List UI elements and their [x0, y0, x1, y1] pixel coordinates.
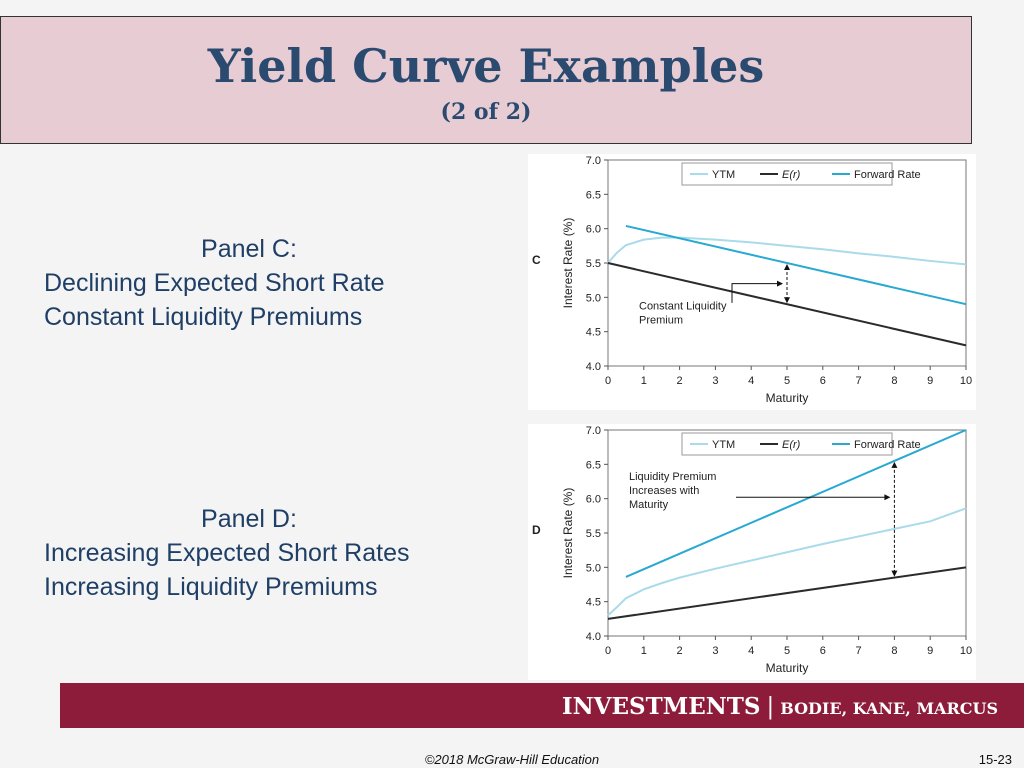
- footer-text: INVESTMENTS | BODIE, KANE, MARCUS: [562, 693, 998, 720]
- legend-label: YTM: [712, 439, 735, 451]
- x-tick-label: 8: [891, 645, 897, 657]
- x-tick-label: 5: [784, 375, 790, 387]
- copyright: ©2018 McGraw-Hill Education: [424, 752, 600, 767]
- annotation-pointer: [731, 283, 782, 303]
- panel-label: C: [532, 253, 541, 267]
- legend-box: [681, 432, 893, 456]
- y-tick-label: 4.5: [586, 327, 601, 339]
- y-tick-label: 5.5: [586, 528, 601, 540]
- series-line: [607, 236, 967, 266]
- series-line: [625, 429, 967, 578]
- x-tick-label: 8: [891, 375, 897, 387]
- x-tick-label: 10: [960, 375, 972, 387]
- x-tick-label: 0: [605, 375, 611, 387]
- y-tick-label: 4.0: [586, 631, 601, 643]
- series-line: [607, 262, 967, 347]
- panel-d-heading: Panel D:: [201, 505, 297, 533]
- x-tick-label: 2: [677, 375, 683, 387]
- footer-brand: INVESTMENTS: [561, 693, 761, 720]
- x-tick-label: 1: [641, 645, 647, 657]
- panel-d-line-1: Increasing Expected Short Rates: [44, 539, 410, 567]
- footer-bar: INVESTMENTS | BODIE, KANE, MARCUS: [60, 683, 1024, 728]
- x-axis-label: Maturity: [766, 661, 809, 675]
- x-tick-label: 6: [820, 645, 826, 657]
- x-tick-label: 9: [927, 375, 933, 387]
- y-tick-label: 4.0: [586, 361, 601, 373]
- series-line: [625, 224, 967, 306]
- series-line: [607, 566, 967, 620]
- x-tick-label: 10: [960, 645, 972, 657]
- panel-c-line-1: Declining Expected Short Rate: [44, 269, 385, 297]
- premium-arrow-head-top: [784, 264, 790, 270]
- x-tick-label: 2: [677, 645, 683, 657]
- annotation-text: Liquidity Premium: [629, 471, 716, 483]
- annotation-text: Constant Liquidity: [639, 301, 727, 313]
- premium-arrow-head-bottom: [784, 297, 790, 304]
- y-tick-label: 6.5: [586, 189, 601, 201]
- legend-box: [681, 162, 893, 186]
- chart-c-svg: 4.0 4.5 5.0 5.5 6.0 6.5 7.0 0 1 2 3 4 5 6 7 8 9 10 Maturit…: [532, 155, 972, 405]
- y-tick-label: 6.0: [586, 494, 601, 506]
- x-tick-label: 7: [856, 645, 862, 657]
- panel-d-line-2: Increasing Liquidity Premiums: [44, 573, 378, 601]
- annotation-text: Increases with: [629, 485, 699, 497]
- x-tick-label: 6: [820, 375, 826, 387]
- legend-label: E(r): [782, 169, 801, 181]
- chart-d-svg: 4.0 4.5 5.0 5.5 6.0 6.5 7.0 0 1 2 3 4 5 6 7 8 9 10 Maturit…: [532, 425, 972, 675]
- slide-subtitle: (2 of 2): [440, 99, 532, 125]
- x-tick-label: 3: [712, 375, 718, 387]
- footer-separator: |: [766, 694, 775, 720]
- annotation-pointer-head: [777, 280, 783, 287]
- panel-c-heading: Panel C:: [201, 235, 297, 263]
- legend-label: E(r): [782, 439, 801, 451]
- y-tick-label: 6.5: [586, 459, 601, 471]
- panel-c-line-2: Constant Liquidity Premiums: [44, 303, 363, 331]
- plot-frame: [607, 429, 967, 637]
- x-tick-label: 9: [927, 645, 933, 657]
- annotation-text: Premium: [639, 315, 683, 327]
- x-tick-label: 0: [605, 645, 611, 657]
- x-axis-label: Maturity: [766, 391, 809, 405]
- footer-authors: BODIE, KANE, MARCUS: [780, 699, 998, 718]
- panel-label: D: [532, 523, 541, 537]
- series-line: [607, 507, 967, 617]
- y-tick-label: 7.0: [586, 155, 601, 167]
- slide-title: Yield Curve Examples: [207, 39, 765, 93]
- x-tick-label: 1: [641, 375, 647, 387]
- y-tick-label: 7.0: [586, 425, 601, 437]
- y-tick-label: 5.0: [586, 292, 601, 304]
- chart-panel-c: 4.0 4.5 5.0 5.5 6.0 6.5 7.0 0 1 2 3 4 5 6 7 8 9 10 Maturit…: [528, 154, 976, 410]
- title-box: Yield Curve Examples (2 of 2): [0, 16, 972, 144]
- x-tick-label: 4: [748, 375, 754, 387]
- x-tick-label: 5: [784, 645, 790, 657]
- y-tick-label: 6.0: [586, 224, 601, 236]
- legend-label: YTM: [712, 169, 735, 181]
- x-tick-label: 7: [856, 375, 862, 387]
- premium-arrow-head-top: [891, 461, 898, 468]
- y-tick-label: 4.5: [586, 597, 601, 609]
- annotation-pointer-head: [884, 494, 891, 501]
- annotation-text: Maturity: [629, 499, 669, 511]
- panel-c-description: Panel C: Declining Expected Short Rate C…: [44, 232, 454, 334]
- chart-panel-d: 4.0 4.5 5.0 5.5 6.0 6.5 7.0 0 1 2 3 4 5 6 7 8 9 10 Maturit…: [528, 424, 976, 680]
- x-tick-label: 4: [748, 645, 754, 657]
- y-axis-label: Interest Rate (%): [561, 218, 575, 309]
- y-tick-label: 5.5: [586, 258, 601, 270]
- legend-label: Forward Rate: [854, 169, 921, 181]
- legend-label: Forward Rate: [854, 439, 921, 451]
- y-axis-label: Interest Rate (%): [561, 488, 575, 579]
- y-tick-label: 5.0: [586, 562, 601, 574]
- panel-d-description: Panel D: Increasing Expected Short Rates…: [44, 502, 454, 604]
- x-tick-label: 3: [712, 645, 718, 657]
- page-number: 15-23: [978, 752, 1012, 767]
- premium-arrow-head-bottom: [891, 570, 898, 577]
